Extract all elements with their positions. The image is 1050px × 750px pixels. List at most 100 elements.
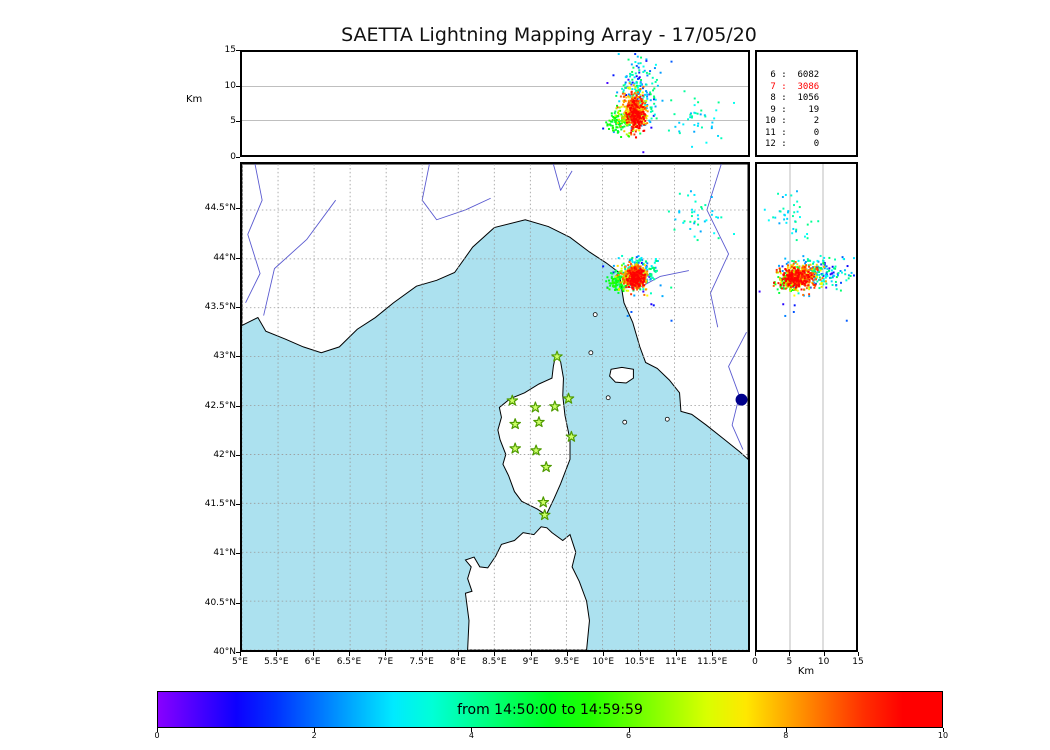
colorbar-tick-label: 10: [937, 731, 949, 740]
station-star-marker: [538, 508, 551, 521]
altitude-tickmark: [236, 85, 240, 87]
station-count-stats-panel: 6 : 6082 7 : 3086 8 : 1056 9 : 19 10 : 2 1…: [755, 50, 858, 157]
lat-tick-label: 43°N: [213, 351, 236, 362]
lon-tickmark: [566, 652, 568, 656]
lat-tick-label: 40.5°N: [204, 597, 236, 608]
lat-tickmark: [236, 405, 240, 407]
lon-tick-label: 8°E: [449, 657, 466, 667]
colorbar-tickmark: [157, 728, 158, 732]
altitude-latitude-panel: [755, 162, 858, 652]
colorbar-gradient: [158, 692, 942, 727]
lat-tickmark: [236, 553, 240, 555]
lat-tick-label: 41.5°N: [204, 499, 236, 510]
station-star-marker: [551, 350, 563, 362]
colorbar-tickmark: [471, 728, 473, 732]
altitude-gridlines: [242, 85, 748, 122]
km-tickmark: [823, 652, 825, 656]
lat-tickmark: [236, 356, 240, 358]
lon-tickmark: [348, 652, 350, 656]
lat-tickmark: [236, 306, 240, 308]
map-gridlines: [242, 164, 748, 650]
station-star-marker: [549, 400, 561, 412]
stats-row: 9 : 19: [765, 104, 820, 115]
km-tickmark: [755, 652, 756, 656]
lat-tickmark: [236, 602, 240, 604]
colorbar-tickmark: [628, 728, 630, 732]
colorbar-tick-label: 6: [626, 731, 632, 740]
station-star-marker: [537, 496, 550, 508]
altitude-tickmark: [236, 50, 240, 51]
altitude-longitude-plot: [242, 53, 748, 154]
stats-row: 10 : 2: [765, 116, 820, 126]
altitude-longitude-panel: [240, 50, 750, 157]
station-star-marker: [565, 430, 578, 442]
lon-tick-label: 5.5°E: [264, 657, 289, 667]
lon-tickmark: [675, 652, 677, 656]
lat-tickmark: [236, 208, 240, 210]
station-star-marker: [529, 401, 542, 413]
altitude-tick-label: 10: [224, 80, 236, 91]
stats-row: 8 : 1056: [765, 93, 820, 103]
altitude-tick-label: 15: [224, 45, 236, 55]
station-star-marker: [562, 392, 575, 404]
lon-tick-label: 6.5°E: [336, 657, 362, 667]
lightning-points-map: [602, 190, 736, 322]
lat-tickmark: [236, 454, 240, 456]
lon-tick-label: 5°E: [232, 657, 248, 667]
station-star-marker: [540, 461, 552, 473]
lon-tickmark: [639, 652, 641, 656]
colorbar-tick-label: 2: [311, 731, 317, 740]
lat-tick-label: 41°N: [213, 548, 236, 559]
station-star-marker: [509, 418, 521, 430]
stats-row: 12 : 0: [765, 139, 820, 149]
lon-tickmark: [603, 652, 605, 656]
altitude-axis-label: Km: [186, 94, 203, 105]
lightning-points-altitude-latitude: [758, 190, 855, 322]
time-colorbar: from 14:50:00 to 14:59:59: [157, 691, 943, 728]
lon-tickmark: [712, 652, 714, 656]
lon-tick-label: 9°E: [522, 657, 539, 667]
lon-tickmark: [240, 652, 241, 656]
colorbar-tick-label: 4: [468, 731, 474, 740]
km-tick-label: 5: [786, 657, 793, 667]
lat-tick-label: 43.5°N: [204, 301, 236, 312]
altitude-tickmark: [236, 157, 240, 158]
km-tick-label: 15: [852, 657, 864, 667]
stats-row: 6 : 6082: [765, 70, 820, 80]
page-title: SAETTA Lightning Mapping Array - 17/05/2…: [341, 24, 757, 46]
lon-tickmark: [457, 652, 459, 656]
altitude-tick-label: 5: [230, 116, 236, 127]
lightning-points-altitude-longitude: [602, 53, 736, 154]
lat-tickmark: [236, 257, 240, 259]
map-plot: [242, 164, 748, 650]
altitude-gridlines-right: [789, 164, 824, 650]
lon-tick-label: 11.5°E: [697, 657, 728, 667]
colorbar-tick-label: 0: [154, 731, 160, 740]
altitude-tick-label: 0: [230, 152, 236, 162]
km-tick-label: 0: [752, 657, 758, 667]
lon-tick-label: 7.5°E: [409, 657, 434, 667]
lon-tickmark: [494, 652, 496, 656]
stats-row: 7 : 3086: [765, 81, 820, 92]
colorbar-time-range-label: from 14:50:00 to 14:59:59: [457, 701, 643, 718]
map-panel: [240, 162, 750, 652]
km-tickmark: [858, 652, 859, 656]
lat-tick-label: 40°N: [213, 647, 236, 657]
station-star-marker: [533, 416, 545, 428]
lon-tick-label: 11°E: [665, 657, 687, 667]
lon-tick-label: 6°E: [304, 657, 321, 667]
colorbar-tickmark: [785, 728, 787, 732]
lake-marker: [735, 393, 748, 406]
altitude-latitude-plot: [758, 164, 855, 650]
station-star-marker: [530, 444, 542, 456]
lat-tick-label: 44°N: [213, 252, 236, 263]
lat-tick-label: 42°N: [213, 449, 236, 460]
colorbar-tick-label: 8: [783, 731, 789, 740]
lon-tick-label: 10°E: [592, 657, 615, 667]
lat-tick-label: 44.5°N: [204, 203, 236, 214]
lon-tick-label: 8.5°E: [482, 657, 507, 667]
lon-tickmark: [276, 652, 278, 656]
lon-tickmark: [530, 652, 532, 656]
colorbar-tickmark: [943, 728, 944, 732]
lat-tickmark: [236, 652, 240, 653]
